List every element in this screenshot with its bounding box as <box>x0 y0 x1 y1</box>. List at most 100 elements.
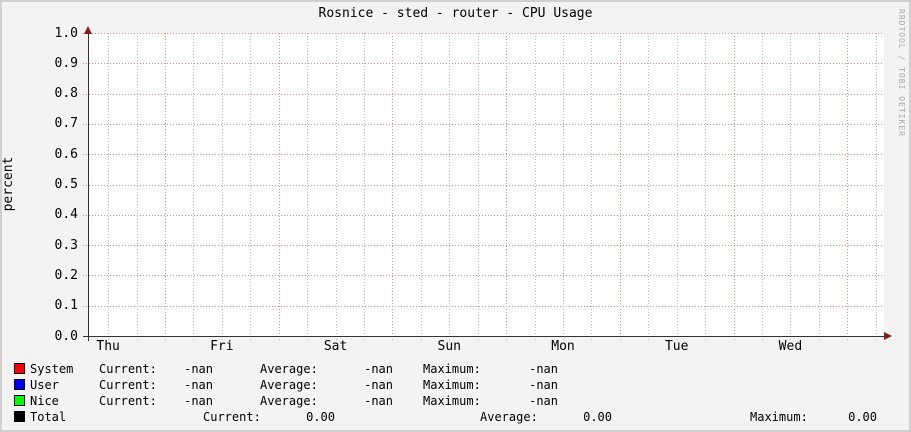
y-tick-label: 0.8 <box>54 86 78 102</box>
legend-average-label: Average: <box>260 362 318 376</box>
legend-row-user: User Current: -nan Average: -nan Maximum: -nan <box>0 377 911 393</box>
y-tick-label: 0.5 <box>54 177 78 192</box>
legend-row-total: Total Current: 0.00 Average: 0.00 Maximum: 0.0… <box>0 409 911 425</box>
grid-vline-major <box>165 33 166 340</box>
y-axis-arrow-icon <box>84 26 92 34</box>
x-tick-label: Tue <box>664 339 689 354</box>
y-tick-label: 1.0 <box>54 25 78 41</box>
grid-hline-major <box>83 214 884 216</box>
legend-average-value: -nan <box>364 378 393 392</box>
legend-current-label: Current: <box>99 362 157 376</box>
grid-vline-minor <box>534 33 536 340</box>
y-tick-label: 0.2 <box>54 267 78 283</box>
rrdtool-watermark: RRDTOOL / TOBI OETIKER <box>897 9 906 137</box>
x-axis-line <box>83 336 886 337</box>
legend-maximum-value: 0.00 <box>848 410 877 424</box>
y-tick-label: 0.9 <box>54 55 78 71</box>
x-axis-arrow-icon <box>884 332 892 340</box>
legend-current-value: 0.00 <box>306 410 335 424</box>
grid-hline-major <box>83 275 884 277</box>
grid-vline-minor <box>591 33 593 340</box>
legend-current-value: -nan <box>184 362 213 376</box>
grid-hline-major <box>83 123 884 125</box>
x-tick-label: Mon <box>551 339 575 354</box>
legend-current-label: Current: <box>203 410 261 424</box>
grid-vline-minor <box>790 33 792 340</box>
legend-current-label: Current: <box>99 394 157 408</box>
legend-maximum-label: Maximum: <box>423 362 481 376</box>
grid-vline-minor <box>250 33 252 340</box>
legend-swatch-total-icon <box>14 411 25 422</box>
y-tick-label: 0.7 <box>54 116 78 132</box>
y-axis-label: percent <box>1 156 16 212</box>
legend-maximum-value: -nan <box>529 378 558 392</box>
grid-vline-major <box>847 33 849 340</box>
grid-vline-minor <box>762 33 763 340</box>
grid-hline-major <box>83 184 884 186</box>
legend-swatch-user-icon <box>14 379 25 390</box>
grid-vline-major <box>506 33 508 340</box>
legend-current-value: -nan <box>184 394 213 408</box>
graph-title: Rosnice - sted - router - CPU Usage <box>318 6 593 21</box>
grid-hline-major <box>83 63 884 65</box>
grid-hline-major <box>83 154 884 156</box>
grid-vline-minor <box>676 33 678 340</box>
grid-vline-major <box>278 33 280 340</box>
legend-series-name: Nice <box>30 394 59 408</box>
y-axis-line <box>88 28 89 341</box>
grid-vline-minor <box>364 33 365 340</box>
legend-current-value: -nan <box>184 378 213 392</box>
legend-row-nice: Nice Current: -nan Average: -nan Maximum: -nan <box>0 393 911 409</box>
grid-vline-minor <box>477 33 479 340</box>
legend-maximum-label: Maximum: <box>423 378 481 392</box>
grid-vline-minor <box>108 33 110 340</box>
grid-vline-minor <box>705 33 707 340</box>
legend-maximum-label: Maximum: <box>750 410 808 424</box>
x-tick-label: Wed <box>778 339 803 354</box>
y-tick-label: 0.4 <box>54 207 78 223</box>
grid-vline-minor <box>449 33 451 340</box>
legend-current-label: Current: <box>99 378 157 392</box>
grid-vline-minor <box>875 33 877 340</box>
grid-vline-minor <box>193 33 195 340</box>
legend-series-name: Total <box>30 410 67 424</box>
grid-hline-major <box>83 305 884 307</box>
grid-vline-minor <box>136 33 138 340</box>
legend-maximum-label: Maximum: <box>423 394 481 408</box>
plot-area <box>83 33 884 340</box>
grid-vline-major <box>733 33 735 340</box>
legend-row-system: System Current: -nan Average: -nan Maximum: -n… <box>0 361 911 377</box>
x-tick-label: Sat <box>323 339 348 354</box>
legend-series-name: System <box>30 362 74 376</box>
grid-vline-minor <box>307 33 309 340</box>
legend-average-value: -nan <box>364 362 393 376</box>
grid-hline-major <box>83 93 884 95</box>
grid-vline-minor <box>818 33 820 340</box>
x-tick-label: Thu <box>96 339 120 354</box>
y-tick-label: 0.3 <box>54 237 78 253</box>
legend-maximum-value: -nan <box>529 394 558 408</box>
legend-average-value: -nan <box>364 394 393 408</box>
grid-vline-minor <box>563 33 564 340</box>
x-tick-label: Fri <box>210 339 234 354</box>
legend-series-name: User <box>30 378 59 392</box>
legend-swatch-system-icon <box>14 363 25 374</box>
legend-average-label: Average: <box>480 410 538 424</box>
legend-swatch-nice-icon <box>14 395 25 406</box>
legend-average-label: Average: <box>260 394 318 408</box>
grid-hline-major <box>83 245 884 247</box>
grid-vline-minor <box>648 33 650 340</box>
grid-vline-minor <box>221 33 223 340</box>
legend-average-label: Average: <box>260 378 318 392</box>
legend-average-value: 0.00 <box>583 410 612 424</box>
grid-vline-major <box>619 33 621 340</box>
grid-vline-minor <box>335 33 337 340</box>
legend-maximum-value: -nan <box>529 362 558 376</box>
y-tick-label: 0.1 <box>54 298 78 314</box>
y-tick-label: 0.6 <box>54 146 78 162</box>
y-tick-label: 0.0 <box>54 328 78 344</box>
grid-vline-minor <box>420 33 422 340</box>
x-tick-label: Sun <box>437 339 462 354</box>
grid-hline-major <box>83 33 884 34</box>
